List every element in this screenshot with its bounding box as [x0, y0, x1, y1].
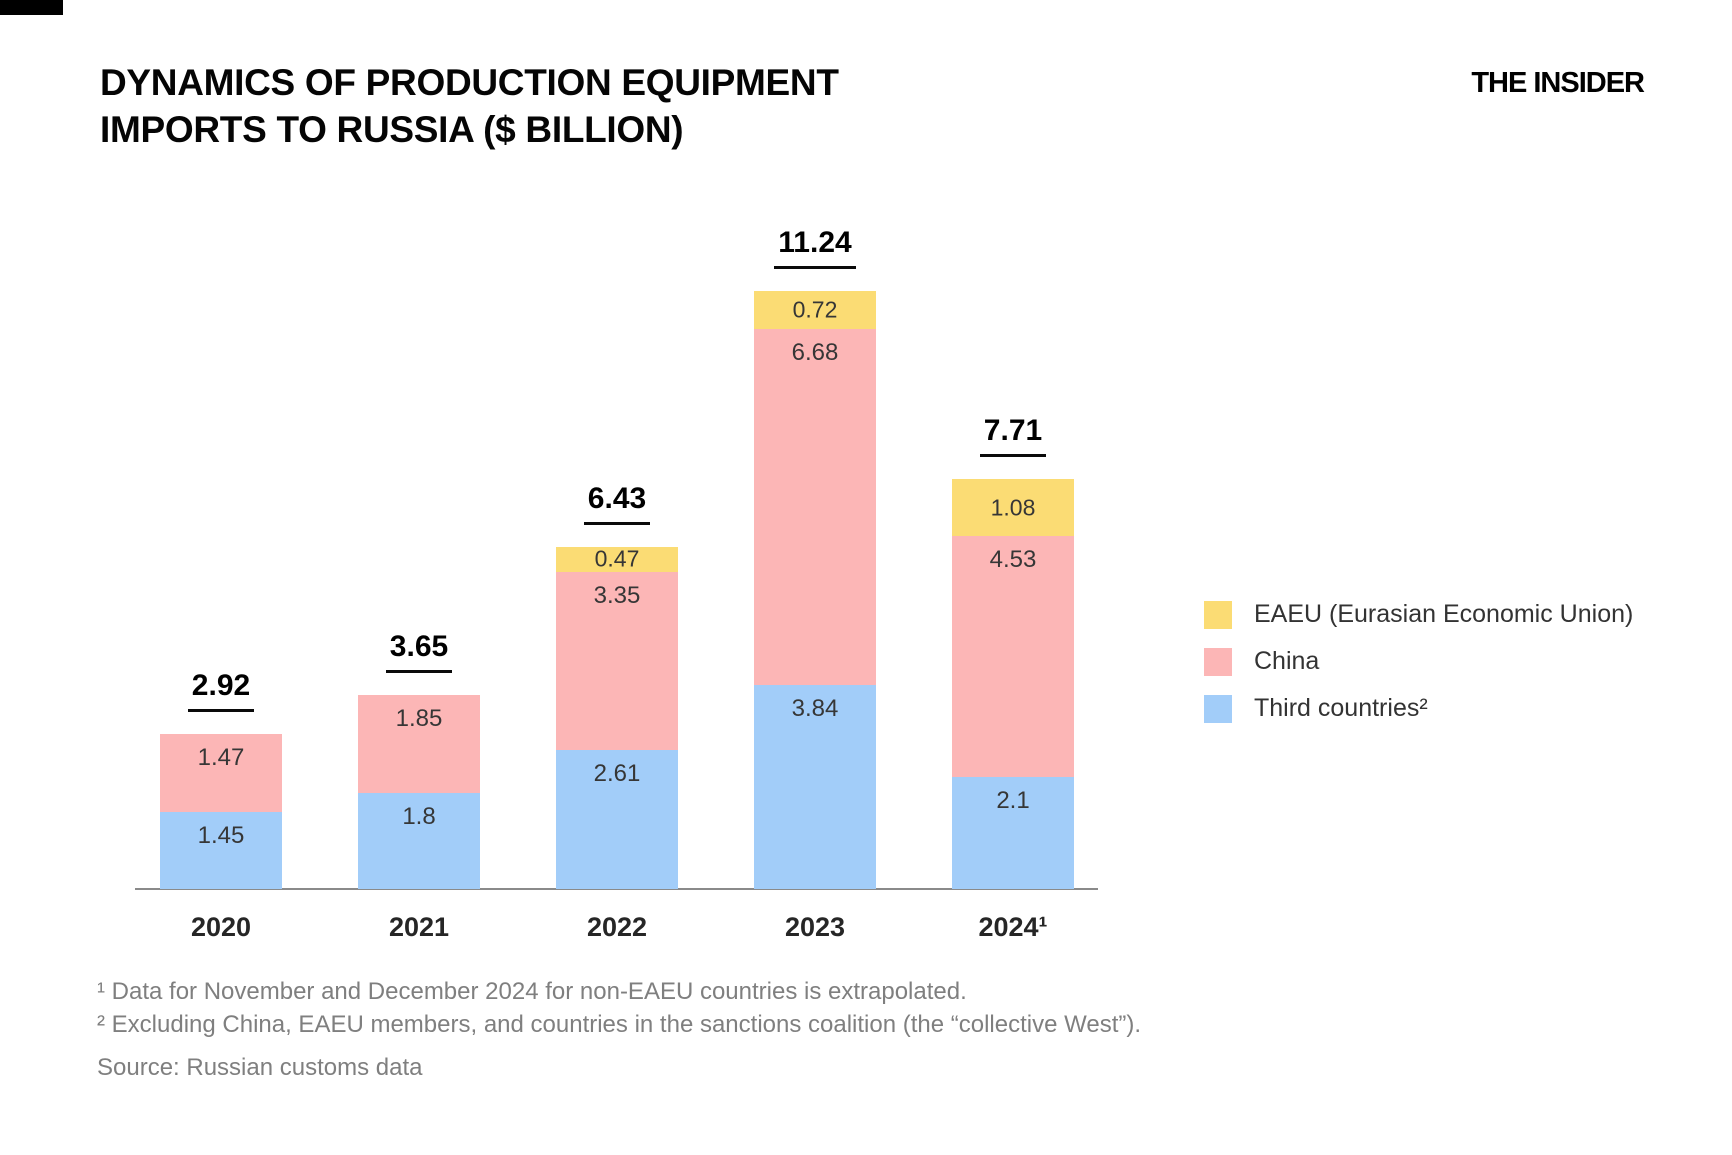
total-label-2023: 11.24 [734, 226, 896, 270]
segment-value-label: 3.35 [593, 581, 641, 609]
legend-swatch-china [1204, 647, 1232, 676]
brand-logo: THE INSIDER [1471, 67, 1645, 99]
segment-china-2021: 1.85 [358, 694, 480, 794]
total-label-2022: 6.43 [536, 482, 698, 525]
segment-third-countries-2024: 2.1 [952, 777, 1074, 889]
segment-value-label: 3.84 [791, 694, 839, 722]
total-value: 6.43 [583, 482, 651, 525]
bar-2021: 1.8 1.85 [358, 694, 480, 889]
segment-china-2022: 3.35 [556, 571, 678, 751]
page-title: DYNAMICS OF PRODUCTION EQUIPMENT IMPORTS… [100, 60, 839, 154]
segment-value-label: 1.85 [395, 704, 443, 732]
segment-eaeu-eurasian-economic-union-2024: 1.08 [952, 478, 1074, 537]
total-label-2021: 3.65 [338, 630, 500, 673]
total-value: 3.65 [385, 630, 453, 673]
x-tick-2021: 2021 [388, 912, 450, 942]
segment-value-label: 1.08 [990, 494, 1036, 521]
segment-third-countries-2021: 1.8 [358, 793, 480, 889]
chart-legend: EAEU (Eurasian Economic Union) China Third… [1204, 600, 1633, 741]
legend-label: EAEU (Eurasian Economic Union) [1254, 600, 1634, 628]
segment-china-2020: 1.47 [160, 733, 282, 812]
segment-eaeu-eurasian-economic-union-2023: 0.72 [754, 291, 876, 330]
segment-value-label: 1.8 [402, 803, 436, 831]
footnote-1: ¹ Data for November and December 2024 fo… [97, 978, 967, 1005]
legend-swatch-eaeu-eurasian-economic-union [1204, 600, 1232, 629]
x-tick-2022: 2022 [586, 912, 648, 942]
legend-item-eaeu-eurasian-economic-union: EAEU (Eurasian Economic Union) [1204, 600, 1633, 629]
total-label-2024: 7.71 [932, 414, 1094, 457]
segment-value-label: 1.45 [197, 821, 245, 849]
title-line-1: DYNAMICS OF PRODUCTION EQUIPMENT [100, 62, 839, 103]
segment-china-2024: 4.53 [952, 536, 1074, 778]
segment-eaeu-eurasian-economic-union-2022: 0.47 [556, 545, 678, 572]
segment-china-2023: 6.68 [754, 329, 876, 685]
segment-third-countries-2020: 1.45 [160, 811, 282, 889]
total-value: 7.71 [979, 414, 1047, 457]
segment-value-label: 2.61 [593, 760, 641, 788]
segment-third-countries-2023: 3.84 [754, 684, 876, 889]
legend-swatch-third-countries [1204, 694, 1232, 723]
footnotes: ¹ Data for November and December 2024 fo… [97, 975, 1141, 1084]
x-tick-2023: 2023 [784, 912, 846, 942]
legend-item-china: China [1204, 647, 1633, 676]
legend-item-third-countries: Third countries² [1204, 694, 1633, 723]
bar-2023: 3.84 6.68 0.72 [754, 291, 876, 889]
source-note: Source: Russian customs data [97, 1054, 423, 1081]
segment-value-label: 0.72 [792, 296, 838, 323]
segment-value-label: 6.68 [791, 339, 839, 367]
legend-label: Third countries² [1254, 694, 1428, 722]
bar-2024: 2.1 4.53 1.08 [952, 478, 1074, 889]
x-tick-2024: 2024¹ [978, 912, 1048, 942]
title-line-2: IMPORTS TO RUSSIA ($ BILLION) [100, 108, 684, 150]
bar-2022: 2.61 3.35 0.47 [556, 545, 678, 889]
legend-label: China [1254, 647, 1320, 675]
corner-mark [0, 0, 63, 15]
footnote-2: ² Excluding China, EAEU members, and cou… [97, 1011, 1142, 1038]
segment-value-label: 1.47 [197, 743, 245, 771]
segment-third-countries-2022: 2.61 [556, 750, 678, 889]
x-axis-line [135, 888, 1098, 890]
x-tick-2020: 2020 [190, 912, 252, 942]
segment-value-label: 0.47 [594, 545, 640, 572]
segment-value-label: 4.53 [989, 546, 1037, 574]
segment-value-label: 2.1 [996, 787, 1030, 815]
total-label-2020: 2.92 [140, 669, 302, 712]
bar-2020: 1.45 1.47 [160, 733, 282, 889]
total-value: 2.92 [187, 669, 255, 712]
total-value: 11.24 [774, 226, 856, 270]
